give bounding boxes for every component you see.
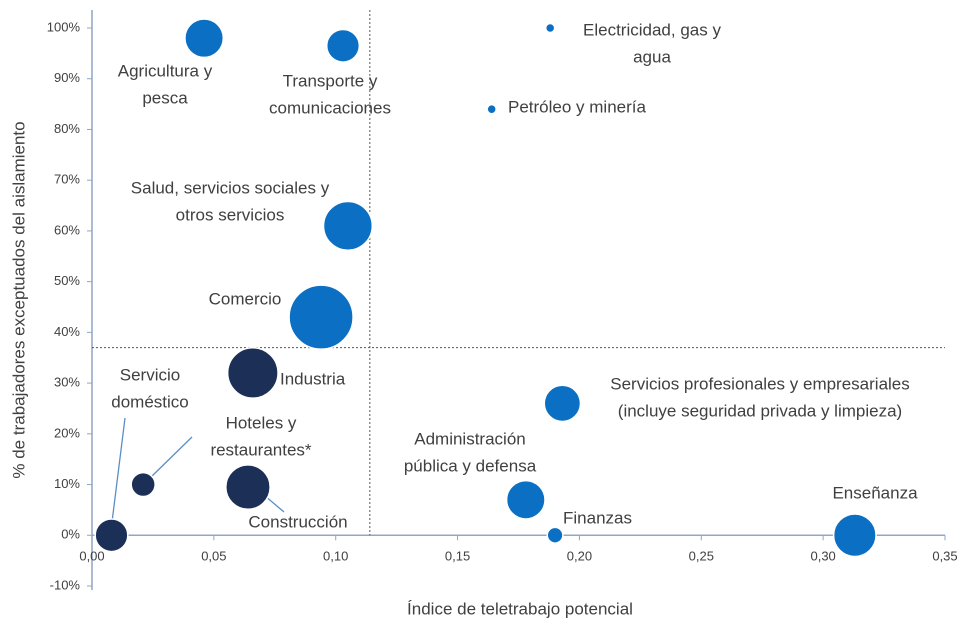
bubble <box>544 22 556 34</box>
point-label: Finanzas <box>563 508 632 527</box>
point-label: Servicios profesionales y empresariales <box>610 374 910 393</box>
point-label: Electricidad, gas y <box>583 20 721 39</box>
x-tick-label: 0,25 <box>689 549 714 564</box>
y-tick-label: 80% <box>54 121 80 136</box>
point-label: otros servicios <box>176 205 285 224</box>
x-tick-label: 0,10 <box>323 549 348 564</box>
point-label: Salud, servicios sociales y <box>131 178 330 197</box>
point-label: doméstico <box>111 392 188 411</box>
bubble <box>546 526 564 544</box>
x-axis-title: Índice de teletrabajo potencial <box>407 599 633 618</box>
y-axis-title: % de trabajadores exceptuados del aislam… <box>9 121 28 478</box>
y-tick-label: 70% <box>54 172 80 187</box>
leader-line <box>111 417 126 523</box>
bubble <box>832 513 877 558</box>
bubble <box>325 28 361 63</box>
x-tick-label: 0,15 <box>445 549 470 564</box>
y-tick-label: 50% <box>54 273 80 288</box>
point-label: Transporte y <box>283 71 378 90</box>
bubble <box>226 346 279 399</box>
x-tick-label: 0,30 <box>810 549 835 564</box>
y-tick-label: 30% <box>54 375 80 390</box>
x-tick-label: 0,05 <box>201 549 226 564</box>
bubble <box>184 18 225 59</box>
point-label: Enseñanza <box>832 483 918 502</box>
point-label: Agricultura y <box>118 61 213 80</box>
point-label: pública y defensa <box>404 456 537 475</box>
bubble <box>288 284 354 350</box>
bubble <box>322 200 374 251</box>
leader-line <box>149 436 193 479</box>
point-label: Comercio <box>209 289 282 308</box>
y-tick-label: 20% <box>54 425 80 440</box>
point-label: Construcción <box>248 512 347 531</box>
point-label: Petróleo y minería <box>508 97 646 116</box>
y-tick-label: 0% <box>61 527 80 542</box>
y-tick-label: -10% <box>50 577 81 592</box>
x-tick-label: 0,35 <box>932 549 957 564</box>
point-label: (incluye seguridad privada y limpieza) <box>618 401 902 420</box>
y-tick-label: 60% <box>54 222 80 237</box>
point-label: restaurantes* <box>210 440 311 459</box>
bubble <box>130 471 156 498</box>
bubble <box>543 384 582 423</box>
bubble <box>225 464 271 511</box>
y-tick-label: 100% <box>47 19 81 34</box>
point-label: Hoteles y <box>226 413 297 432</box>
bubble <box>486 103 497 115</box>
point-label: agua <box>633 47 671 66</box>
point-label: Servicio <box>120 365 180 384</box>
point-label: comunicaciones <box>269 98 391 117</box>
point-label: Industria <box>280 369 346 388</box>
y-tick-label: 90% <box>54 70 80 85</box>
x-tick-label: 0,20 <box>567 549 592 564</box>
point-label: Administración <box>414 429 526 448</box>
y-tick-label: 40% <box>54 324 80 339</box>
x-tick-label: 0,00 <box>79 549 104 564</box>
y-tick-label: 10% <box>54 476 80 491</box>
point-label: pesca <box>142 88 188 107</box>
bubble <box>505 479 546 520</box>
bubble <box>94 518 129 553</box>
